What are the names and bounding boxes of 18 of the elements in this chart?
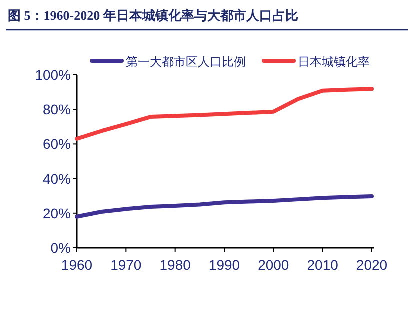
x-tick-label: 2010 [307,257,339,273]
x-tick-label: 2000 [258,257,290,273]
chart-title: 图 5：1960-2020 年日本城镇化率与大都市人口占比 [8,8,298,23]
y-tick-label: 0% [50,240,71,256]
y-tick-label: 20% [42,205,71,222]
line-series [75,87,374,142]
y-tick-label: 40% [42,170,71,187]
x-tick-label: 2020 [356,257,388,273]
legend-label: 第一大都市区人口比例 [126,55,246,69]
x-tick-label: 1970 [110,257,142,273]
x-tick-label: 1990 [208,257,240,273]
legend-label: 日本城镇化率 [298,55,370,69]
x-tick-label: 1960 [61,257,93,273]
line-series [75,194,374,219]
x-tick-label: 1980 [160,257,192,273]
y-tick-label: 100% [35,67,71,83]
y-tick-label: 80% [42,102,71,118]
y-tick-label: 60% [42,136,71,152]
